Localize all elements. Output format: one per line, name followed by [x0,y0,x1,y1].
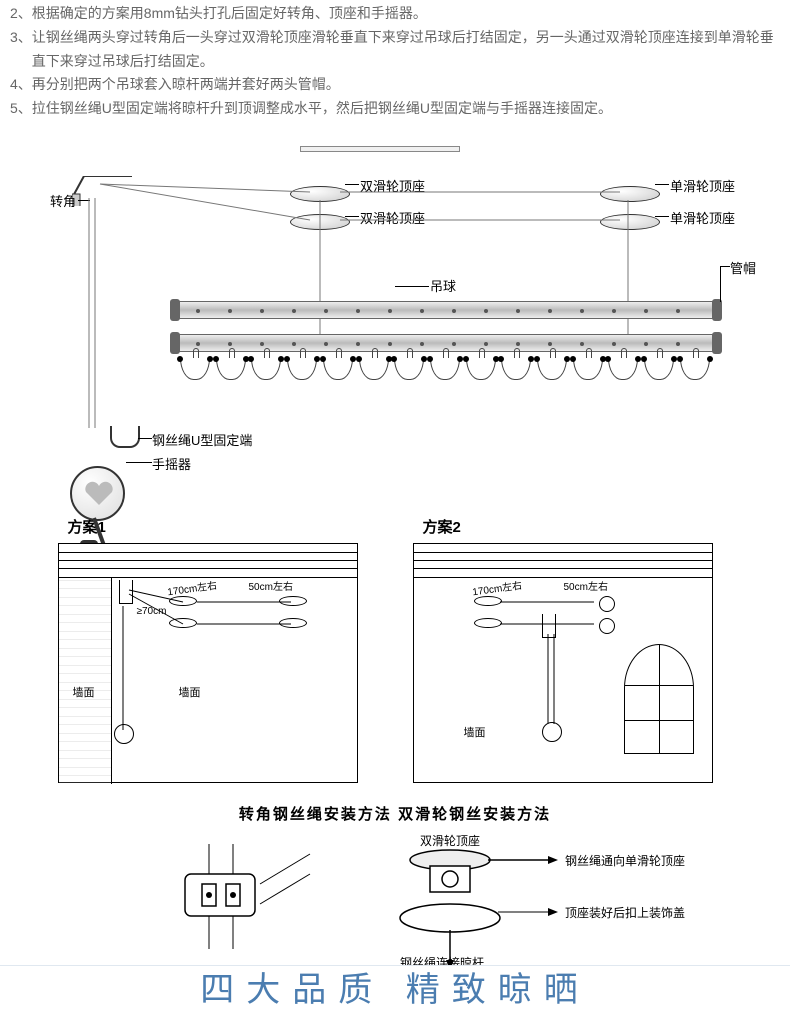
leader-line [720,266,721,302]
mini-winder-icon [542,722,562,742]
dimension-50: 50cm左右 [564,578,608,593]
rail-cap [170,299,180,321]
hanger-icon [644,354,674,404]
hanger-icon [216,354,246,404]
hanger-icon [501,354,531,404]
rail-cap [712,332,722,354]
methods-diagram: 双滑轮顶座 钢丝绳通向单滑轮顶座 顶座装好后扣上装饰盖 钢丝绳连接晾杆 [0,824,790,969]
scheme-2: 方案2 170cm左右 50cm左右 [413,516,733,783]
label-wall: 墙面 [179,684,201,700]
hanger-icon [466,354,496,404]
ceiling [59,544,357,578]
label-cap: 管帽 [730,258,756,277]
install-instructions: 2、 根据确定的方案用8mm钻头打孔后固定好转角、顶座和手摇器。 3、 让钢丝绳… [0,0,790,131]
instruction-row: 5、 拉住钢丝绳U型固定端将晾杆升到顶调整成水平，然后把钢丝绳U型固定端与手摇器… [10,97,780,121]
instruction-row: 3、 让钢丝绳两头穿过转角后一头穿过双滑轮顶座滑轮垂直下来穿过吊球后打结固定，另… [10,26,780,74]
rail-cap [712,299,722,321]
label-single-pulley: 单滑轮顶座 [670,208,735,227]
leader-line [126,462,152,463]
instruction-text: 拉住钢丝绳U型固定端将晾杆升到顶调整成水平，然后把钢丝绳U型固定端与手摇器连接固… [32,97,780,121]
instruction-row: 4、 再分别把两个吊球套入晾杆两端并套好两头管帽。 [10,73,780,97]
scheme-title: 方案2 [413,516,733,537]
instruction-number: 3、 [10,26,32,74]
window-icon [624,644,694,754]
instruction-text: 根据确定的方案用8mm钻头打孔后固定好转角、顶座和手摇器。 [32,2,780,26]
instruction-number: 2、 [10,2,32,26]
bottom-banner: 四大品质 精致晾晒 [0,965,790,1013]
label-single-pulley: 单滑轮顶座 [670,176,735,195]
rail-back [175,301,715,319]
leader-line [395,286,429,287]
scheme-box: 170cm左右 50cm左右 墙面 [413,543,713,783]
hanger-row [180,354,710,414]
leader-line [138,438,152,439]
scheme-1: 方案1 170cm左右 50cm左右 ≥7 [58,516,378,783]
wall-hatch [59,578,111,784]
label-cover: 顶座装好后扣上装饰盖 [565,904,685,921]
hanger-icon [608,354,638,404]
hanger-icon [430,354,460,404]
u-clamp-icon [110,426,140,448]
scheme-box: 170cm左右 50cm左右 ≥70cm 墙面 墙面 [58,543,358,783]
methods-title: 转角钢丝绳安装方法 双滑轮钢丝安装方法 [0,803,790,824]
main-assembly-diagram: 转角 双滑轮顶座 双滑轮顶座 单滑轮顶座 单滑轮顶座 管帽 吊球 [0,136,790,516]
label-wall: 墙面 [73,684,95,700]
instruction-text: 让钢丝绳两头穿过转角后一头穿过双滑轮顶座滑轮垂直下来穿过吊球后打结固定，另一头通… [32,26,780,74]
hanger-icon [394,354,424,404]
instruction-number: 4、 [10,73,32,97]
dimension-70: ≥70cm [137,606,167,617]
instruction-text: 再分别把两个吊球套入晾杆两端并套好两头管帽。 [32,73,780,97]
label-u-clamp: 钢丝绳U型固定端 [152,430,252,449]
mini-winder-icon [114,724,134,744]
scheme-panels: 方案1 170cm左右 50cm左右 ≥7 [0,516,790,783]
hanger-icon [537,354,567,404]
corner-method-icon [180,844,320,954]
hanger-icon [573,354,603,404]
hanger-icon [680,354,710,404]
hanger-icon [359,354,389,404]
leader-line [655,216,669,217]
hanger-icon [251,354,281,404]
label-wire-to-single: 钢丝绳通向单滑轮顶座 [565,852,685,869]
ceiling-bar [300,146,460,152]
leader-line [720,266,730,267]
leader-line [655,184,669,185]
label-winder: 手摇器 [152,454,191,473]
ceiling [414,544,712,578]
hanger-icon [287,354,317,404]
label-wall: 墙面 [464,724,486,740]
hanger-icon [180,354,210,404]
dimension-50: 50cm左右 [249,578,293,593]
label-corner: 转角 [50,191,76,210]
rail-cap [170,332,180,354]
hanger-icon [323,354,353,404]
label-ball: 吊球 [430,276,456,295]
instruction-number: 5、 [10,97,32,121]
hand-winder-icon [70,466,125,521]
instruction-row: 2、 根据确定的方案用8mm钻头打孔后固定好转角、顶座和手摇器。 [10,2,780,26]
